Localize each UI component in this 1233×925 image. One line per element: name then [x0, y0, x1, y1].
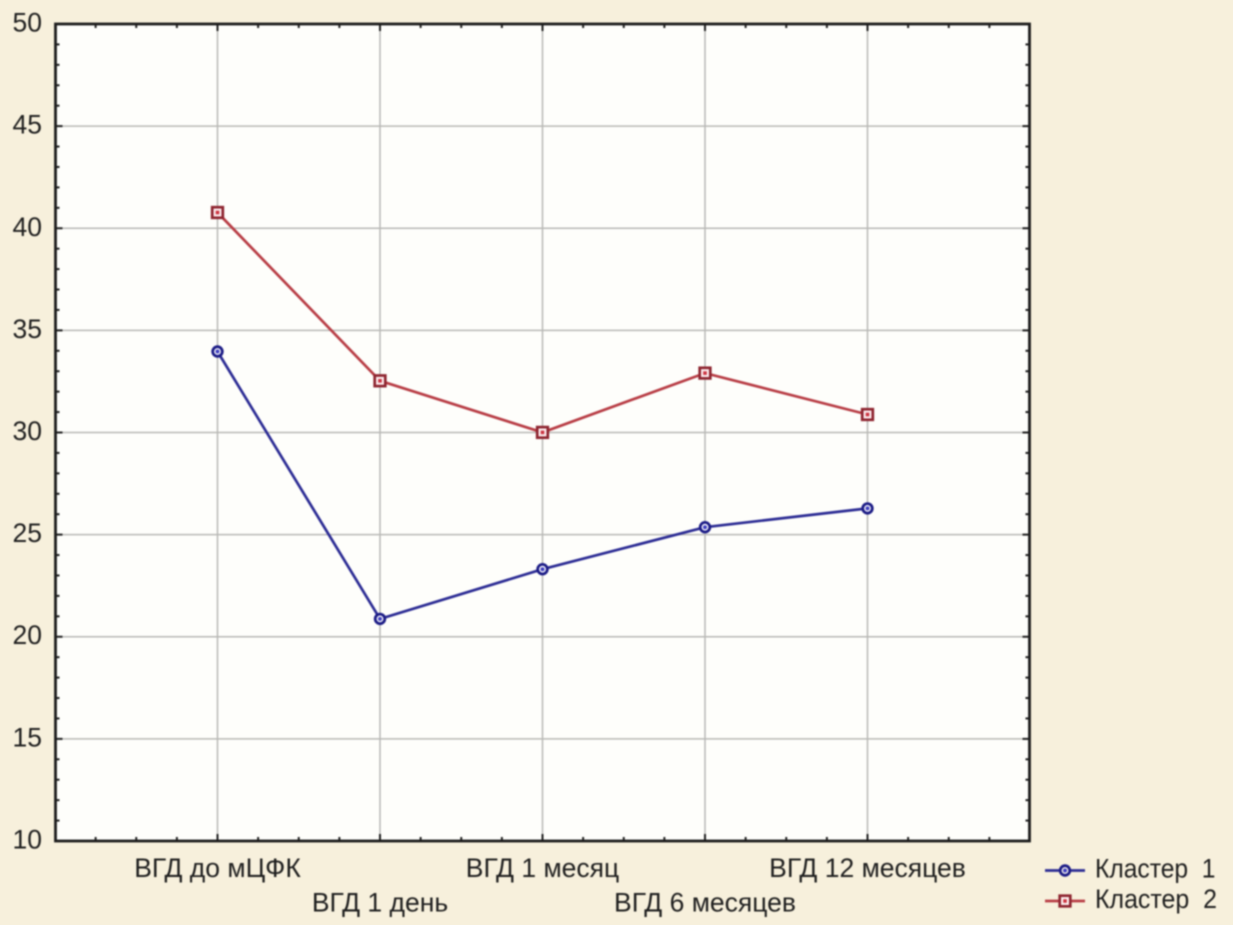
svg-text:15: 15: [13, 722, 42, 752]
svg-text:ВГД 1 месяц: ВГД 1 месяц: [466, 853, 619, 883]
svg-text:Кластер 2: Кластер 2: [1095, 884, 1217, 914]
svg-text:ВГД до мЦФК: ВГД до мЦФК: [134, 853, 301, 883]
svg-text:50: 50: [13, 8, 42, 38]
svg-text:Кластер 1: Кластер 1: [1095, 854, 1216, 884]
svg-text:10: 10: [13, 825, 42, 855]
svg-text:ВГД 12 месяцев: ВГД 12 месяцев: [769, 853, 966, 883]
svg-text:ВГД 6 месяцев: ВГД 6 месяцев: [614, 888, 796, 918]
svg-text:35: 35: [13, 314, 42, 344]
svg-text:40: 40: [13, 212, 42, 242]
svg-text:ВГД 1 день: ВГД 1 день: [312, 888, 448, 918]
svg-text:30: 30: [13, 416, 42, 446]
svg-text:20: 20: [13, 620, 42, 650]
svg-text:45: 45: [13, 110, 42, 140]
svg-text:25: 25: [13, 518, 42, 548]
